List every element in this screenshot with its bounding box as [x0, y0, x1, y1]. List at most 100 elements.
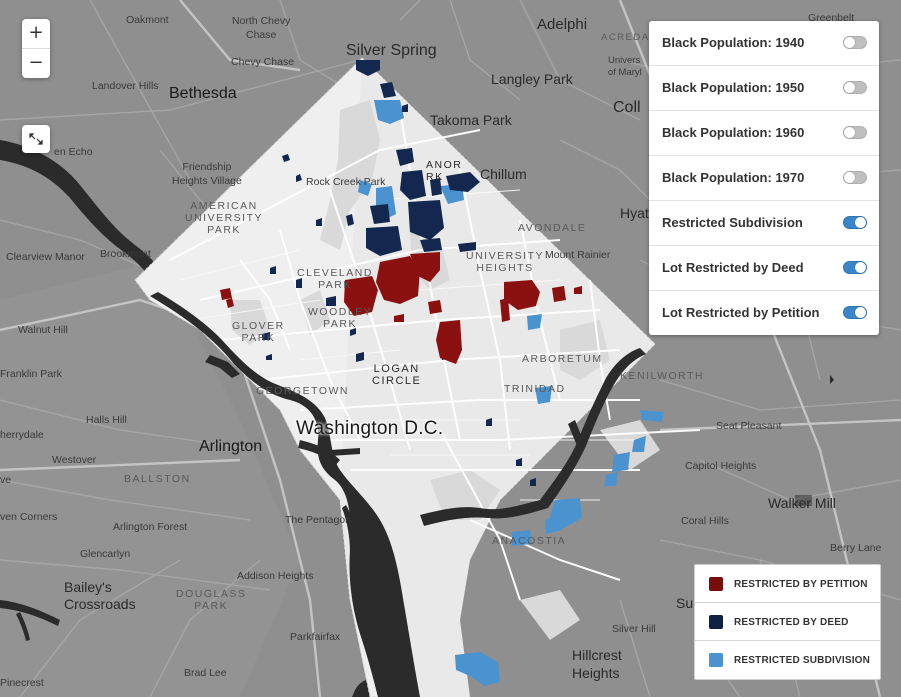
layer-row-lot-restricted-by-petition[interactable]: Lot Restricted by Petition	[649, 291, 879, 335]
layer-toggle-black-population-1970[interactable]	[843, 171, 867, 184]
map-label-silver-hill: Silver Hill	[612, 623, 656, 635]
zoom-control: + −	[22, 19, 50, 78]
layer-row-lot-restricted-by-deed[interactable]: Lot Restricted by Deed	[649, 246, 879, 291]
map-label-bethesda: Bethesda	[169, 85, 237, 102]
layer-row-black-population-1940[interactable]: Black Population: 1940	[649, 21, 879, 66]
map-label-addison-heights: Addison Heights	[237, 570, 314, 582]
map-label-westover: Westover	[52, 454, 97, 466]
map-label-the-pentagon: The Pentagon	[285, 514, 351, 526]
legend-swatch	[709, 653, 723, 667]
layer-row-black-population-1950[interactable]: Black Population: 1950	[649, 66, 879, 111]
map-label-baileys-crossroads: Bailey's Crossroads	[64, 579, 136, 612]
map-label-manor-park: ANOR RK	[426, 159, 463, 183]
legend-label: RESTRICTED BY PETITION	[734, 579, 868, 590]
map-label-hyatt: Hyat	[620, 205, 649, 221]
layer-label: Black Population: 1960	[662, 125, 805, 140]
fullscreen-button[interactable]	[22, 125, 50, 153]
toggle-knob	[855, 217, 866, 228]
map-label-coral-hills: Coral Hills	[681, 515, 729, 527]
map-label-silver-spring: Silver Spring	[346, 42, 437, 59]
map-label-acredale: ACREDA	[601, 32, 650, 43]
layer-toggle-black-population-1940[interactable]	[843, 36, 867, 49]
layer-row-black-population-1970[interactable]: Black Population: 1970	[649, 156, 879, 201]
layer-toggle-panel: Black Population: 1940 Black Population:…	[649, 21, 879, 335]
legend-item-petition: RESTRICTED BY PETITION	[695, 565, 880, 603]
map-label-franklin-park: Franklin Park	[0, 368, 62, 380]
map-label-takoma-park: Takoma Park	[430, 112, 512, 128]
map-label-chevy-chase: Chevy Chase	[231, 56, 295, 68]
layer-toggle-restricted-subdivision[interactable]	[843, 216, 867, 229]
map-label-seat-pleasant: Seat Pleasant	[716, 420, 782, 432]
map-label-arlington: Arlington	[199, 438, 263, 455]
toggle-knob	[844, 37, 855, 48]
map-legend: RESTRICTED BY PETITION RESTRICTED BY DEE…	[694, 564, 881, 680]
map-label-landover-hills: Landover Hills	[92, 80, 159, 92]
map-label-adelphi: Adelphi	[537, 16, 588, 33]
map-label-glover-park: GLOVER PARK	[232, 320, 285, 344]
map-label-university-heights: UNIVERSITY HEIGHTS	[466, 250, 545, 274]
layer-label: Black Population: 1940	[662, 35, 805, 50]
map-label-walker-mill: Walker Mill	[768, 495, 836, 511]
map-label-clearview-manor: Clearview Manor	[6, 251, 85, 263]
toggle-knob	[855, 262, 866, 273]
map-label-logan-circle: LOGAN CIRCLE	[372, 363, 422, 387]
legend-item-deed: RESTRICTED BY DEED	[695, 603, 880, 641]
map-label-langley-park: Langley Park	[491, 71, 573, 87]
map-label-trinidad: TRINIDAD	[504, 383, 566, 395]
map-label-avondale: AVONDALE	[518, 222, 587, 234]
map-label-ve: ve	[0, 474, 12, 486]
map-label-arlington-forest: Arlington Forest	[113, 521, 188, 533]
map-label-hillcrest-heights: Hillcrest Heights	[572, 647, 622, 681]
map-label-su: Su	[676, 595, 694, 611]
map-label-berry-lane: Berry Lane	[830, 542, 882, 554]
toggle-knob	[855, 307, 866, 318]
map-label-chillum: Chillum	[480, 166, 527, 182]
map-label-capitol-heights: Capitol Heights	[685, 460, 757, 472]
toggle-knob	[844, 172, 855, 183]
map-label-coll: Coll	[613, 99, 641, 116]
map-label-mount-rainier: Mount Rainier	[545, 249, 611, 261]
layer-row-restricted-subdivision[interactable]: Restricted Subdivision	[649, 201, 879, 246]
map-label-north-chevy-chase: North Chevy Chase	[232, 15, 291, 41]
layer-toggle-black-population-1950[interactable]	[843, 81, 867, 94]
layer-label: Lot Restricted by Petition	[662, 305, 820, 320]
map-label-cherrydale: herrydale	[0, 429, 44, 441]
map-label-woodley-park: WOODLEY PARK	[308, 306, 373, 330]
map-label-kenilworth: KENILWORTH	[620, 370, 705, 382]
layer-toggle-lot-restricted-by-petition[interactable]	[843, 306, 867, 319]
map-label-univ-md: Univers of Maryl	[608, 55, 642, 78]
map-label-anacostia: ANACOSTIA	[492, 535, 567, 547]
map-label-oakmont: Oakmont	[126, 14, 169, 26]
map-label-ballston: BALLSTON	[124, 473, 191, 485]
map-label-brad-lee: Brad Lee	[184, 667, 227, 679]
layer-toggle-lot-restricted-by-deed[interactable]	[843, 261, 867, 274]
map-label-american-university-park: AMERICAN UNIVERSITY PARK	[185, 200, 264, 236]
zoom-out-button[interactable]: −	[28, 52, 44, 73]
map-label-glen-echo: en Echo	[54, 146, 93, 158]
layer-label: Black Population: 1950	[662, 80, 805, 95]
legend-label: RESTRICTED BY DEED	[734, 617, 849, 628]
layer-row-black-population-1960[interactable]: Black Population: 1960	[649, 111, 879, 156]
map-label-seven-corners: ven Corners	[0, 511, 58, 523]
map-label-douglass-park: DOUGLASS PARK	[176, 588, 247, 612]
legend-swatch	[709, 615, 723, 629]
map-label-arboretum: ARBORETUM	[522, 353, 603, 365]
layer-label: Black Population: 1970	[662, 170, 805, 185]
map-label-halls-hill: Halls Hill	[86, 414, 127, 426]
toggle-knob	[844, 127, 855, 138]
map-label-washington-dc: Washington D.C.	[296, 418, 444, 439]
toggle-knob	[844, 82, 855, 93]
fullscreen-icon	[29, 133, 43, 145]
map-label-friendship-heights: Friendship Heights Village	[172, 161, 242, 187]
map-label-cleveland-park: CLEVELAND PARK	[297, 267, 373, 291]
map-label-walnut-hill: Walnut Hill	[18, 324, 68, 336]
zoom-in-button[interactable]: +	[22, 19, 50, 49]
map-label-brookmont: Brookmont	[100, 248, 151, 260]
map-label-parkfairfax: Parkfairfax	[290, 631, 341, 643]
map-label-georgetown: GEORGETOWN	[256, 385, 349, 397]
layer-label: Restricted Subdivision	[662, 215, 803, 230]
layer-toggle-black-population-1960[interactable]	[843, 126, 867, 139]
legend-label: RESTRICTED SUBDIVISION	[734, 655, 871, 666]
layer-label: Lot Restricted by Deed	[662, 260, 804, 275]
legend-item-subdivision: RESTRICTED SUBDIVISION	[695, 641, 880, 679]
